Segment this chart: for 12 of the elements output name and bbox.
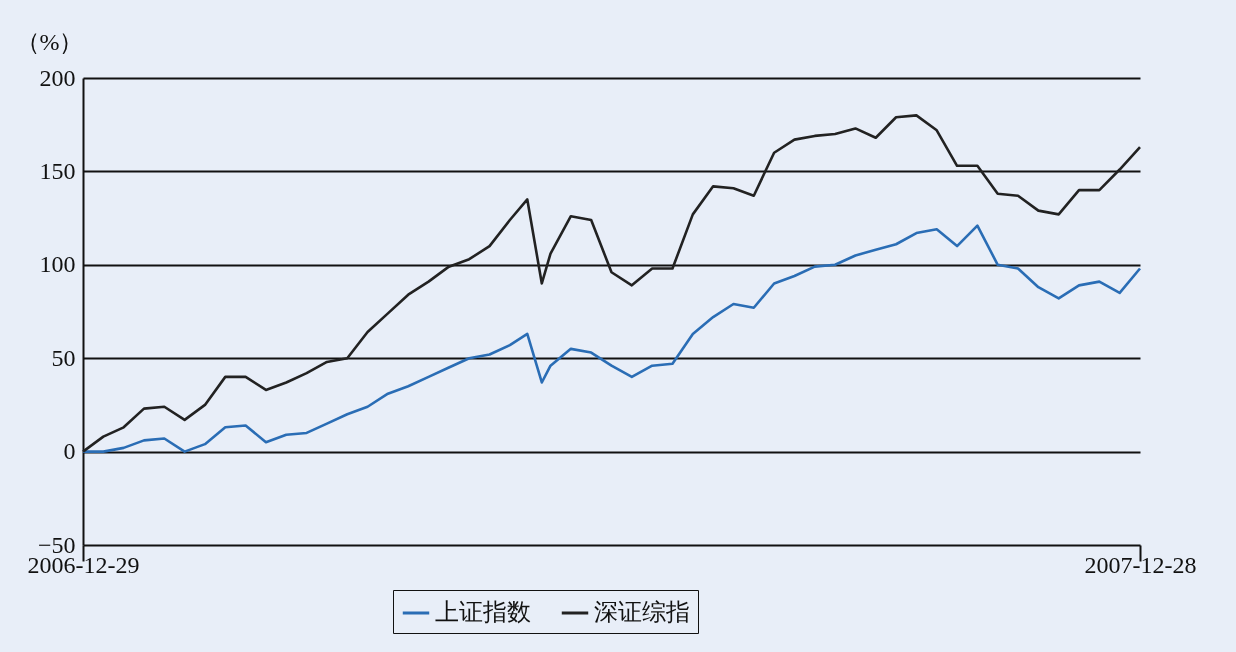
y-tick-label: 100 xyxy=(39,251,76,278)
x-tick-label: 2007-12-28 xyxy=(1084,551,1197,578)
y-tick-label: 150 xyxy=(39,157,76,184)
legend-label: 上证指数 xyxy=(435,599,531,625)
legend-label: 深证综指 xyxy=(594,599,690,625)
y-tick-label: 0 xyxy=(63,438,76,465)
y-axis-title: （%） xyxy=(15,28,84,55)
line-series xyxy=(81,114,1142,453)
y-tick-label: −50 xyxy=(37,531,76,558)
line-series xyxy=(81,224,1142,453)
y-tick-label: 200 xyxy=(39,64,76,91)
y-tick-label: 50 xyxy=(51,344,76,371)
